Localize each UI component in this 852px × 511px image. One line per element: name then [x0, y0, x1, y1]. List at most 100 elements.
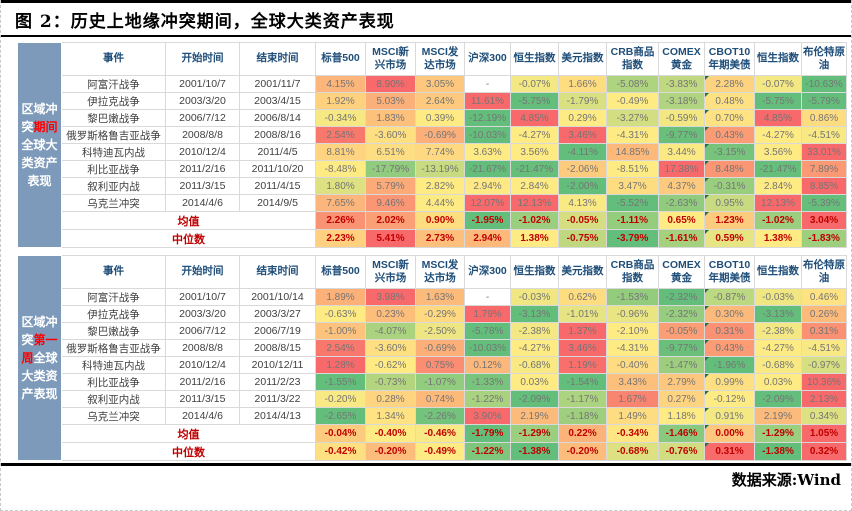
value-cell: -3.83%	[658, 75, 705, 93]
value-cell: -4.51%	[801, 126, 847, 144]
value-cell: 5.79%	[365, 177, 416, 195]
source-note: 数据来源:Wind	[731, 471, 841, 489]
value-cell: 3.46%	[558, 126, 607, 144]
value-cell: 2.94%	[464, 177, 511, 195]
value-cell: -0.03%	[510, 288, 559, 306]
start-date-cell: 2011/3/15	[165, 177, 240, 195]
sidebar-highlight-text: 期间	[33, 120, 58, 134]
value-cell: -17.79%	[365, 160, 416, 178]
summary-value-cell: -1.29%	[754, 424, 802, 443]
value-cell: 12.13%	[754, 194, 802, 212]
value-cell: -4.31%	[606, 126, 659, 144]
value-cell: -0.63%	[315, 305, 366, 323]
value-cell: 0.46%	[801, 288, 847, 306]
summary-value-cell: 1.38%	[510, 229, 559, 248]
value-cell: -3.13%	[754, 305, 802, 323]
summary-value-cell: 2.73%	[415, 229, 465, 248]
summary-value-cell: 0.90%	[415, 211, 465, 230]
event-cell: 黎巴嫩战争	[61, 109, 166, 127]
summary-value-cell: 0.00%	[704, 424, 755, 443]
value-cell: 2.82%	[415, 177, 465, 195]
event-cell: 科特迪瓦内战	[61, 356, 166, 374]
column-header: COMEX黄金	[658, 255, 705, 289]
value-cell: -5.39%	[801, 194, 847, 212]
value-cell: 4.37%	[658, 177, 705, 195]
value-cell: 2.79%	[658, 373, 705, 391]
value-cell: 3.05%	[415, 75, 465, 93]
table-conflict-period: 区域冲突期间全球大类资产表现 事件 开始时间 结束时间 标普500 MSCI新兴市场 MSC…	[17, 42, 847, 248]
value-cell: -1.18%	[558, 407, 607, 425]
summary-value-cell: -1.38%	[510, 442, 559, 461]
table-gap	[17, 248, 844, 255]
value-cell: 0.23%	[365, 305, 416, 323]
column-header: 恒生指数	[510, 255, 559, 289]
summary-label: 均值	[61, 424, 316, 443]
end-date-cell: 2010/12/11	[239, 356, 316, 374]
value-cell: 7.89%	[801, 160, 847, 178]
value-cell: 8.90%	[365, 75, 416, 93]
value-cell: -2.32%	[658, 305, 705, 323]
start-date-cell: 2001/10/7	[165, 288, 240, 306]
summary-value-cell: -1.38%	[754, 442, 802, 461]
value-cell: 0.31%	[801, 322, 847, 340]
column-header: 布伦特原油	[801, 42, 847, 76]
value-cell: 10.36%	[801, 373, 847, 391]
column-header: MSCI新兴市场	[365, 42, 416, 76]
summary-value-cell: -0.40%	[365, 424, 416, 443]
table-row: 俄罗斯格鲁吉亚战争 2008/8/8 2008/8/16 2.54% -3.60% -0.…	[18, 126, 847, 144]
value-cell: 2.84%	[754, 177, 802, 195]
summary-value-cell: -0.46%	[415, 424, 465, 443]
value-cell: 1.18%	[658, 407, 705, 425]
summary-value-cell: -0.34%	[606, 424, 659, 443]
summary-value-cell: -1.02%	[510, 211, 559, 230]
value-cell: -3.60%	[365, 126, 416, 144]
value-cell: 1.28%	[315, 356, 366, 374]
value-cell: 3.56%	[754, 143, 802, 161]
value-cell: -0.96%	[606, 305, 659, 323]
value-cell: 0.91%	[704, 407, 755, 425]
value-cell: 0.43%	[704, 339, 755, 357]
table-row: 乌克兰冲突 2014/4/6 2014/9/5 7.65% 9.46% 4.44% 12.0…	[18, 194, 847, 212]
value-cell: -1.00%	[315, 322, 366, 340]
event-cell: 乌克兰冲突	[61, 407, 166, 425]
summary-value-cell: -1.61%	[658, 229, 705, 248]
value-cell: -2.38%	[510, 322, 559, 340]
column-header: 标普500	[315, 255, 366, 289]
value-cell: -3.27%	[606, 109, 659, 127]
value-cell: -12.19%	[464, 109, 511, 127]
value-cell: 12.07%	[464, 194, 511, 212]
value-cell: -2.10%	[606, 322, 659, 340]
column-header: CBOT10年期美债	[704, 255, 755, 289]
table-row: 乌克兰冲突 2014/4/6 2014/4/13 -2.65% 1.34% -2.26% 3…	[18, 407, 847, 425]
value-cell: 0.75%	[415, 356, 465, 374]
sidebar-text: 全球大类资产表现	[21, 351, 58, 401]
value-cell: 0.95%	[704, 194, 755, 212]
value-cell: -4.27%	[510, 126, 559, 144]
summary-value-cell: 0.59%	[704, 229, 755, 248]
value-cell: -2.09%	[510, 390, 559, 408]
top-rule	[1, 0, 851, 3]
event-cell: 伊拉克战争	[61, 305, 166, 323]
value-cell: 11.61%	[464, 92, 511, 110]
value-cell: -3.60%	[365, 339, 416, 357]
column-header: CRB商品指数	[606, 42, 659, 76]
column-header: 沪深300	[464, 255, 511, 289]
column-header: 恒生指数	[754, 255, 802, 289]
value-cell: -0.87%	[704, 288, 755, 306]
value-cell: 4.15%	[315, 75, 366, 93]
value-cell: 2.84%	[510, 177, 559, 195]
table-row: 利比亚战争 2011/2/16 2011/10/20 -8.48% -17.79% -13…	[18, 160, 847, 178]
value-cell: 3.44%	[658, 143, 705, 161]
asset-performance-table: 区域冲突第一周全球大类资产表现 事件 开始时间 结束时间 标普500 MSCI新兴市场 MS…	[17, 255, 847, 461]
start-date-cell: 2014/4/6	[165, 194, 240, 212]
event-cell: 利比亚战争	[61, 373, 166, 391]
summary-value-cell: -1.79%	[464, 424, 511, 443]
event-cell: 阿富汗战争	[61, 75, 166, 93]
column-header: MSCI发达市场	[415, 42, 465, 76]
summary-value-cell: 3.04%	[801, 211, 847, 230]
value-cell: -3.15%	[704, 143, 755, 161]
value-cell: -10.63%	[801, 75, 847, 93]
column-header: 恒生指数	[754, 42, 802, 76]
summary-value-cell: -1.22%	[464, 442, 511, 461]
